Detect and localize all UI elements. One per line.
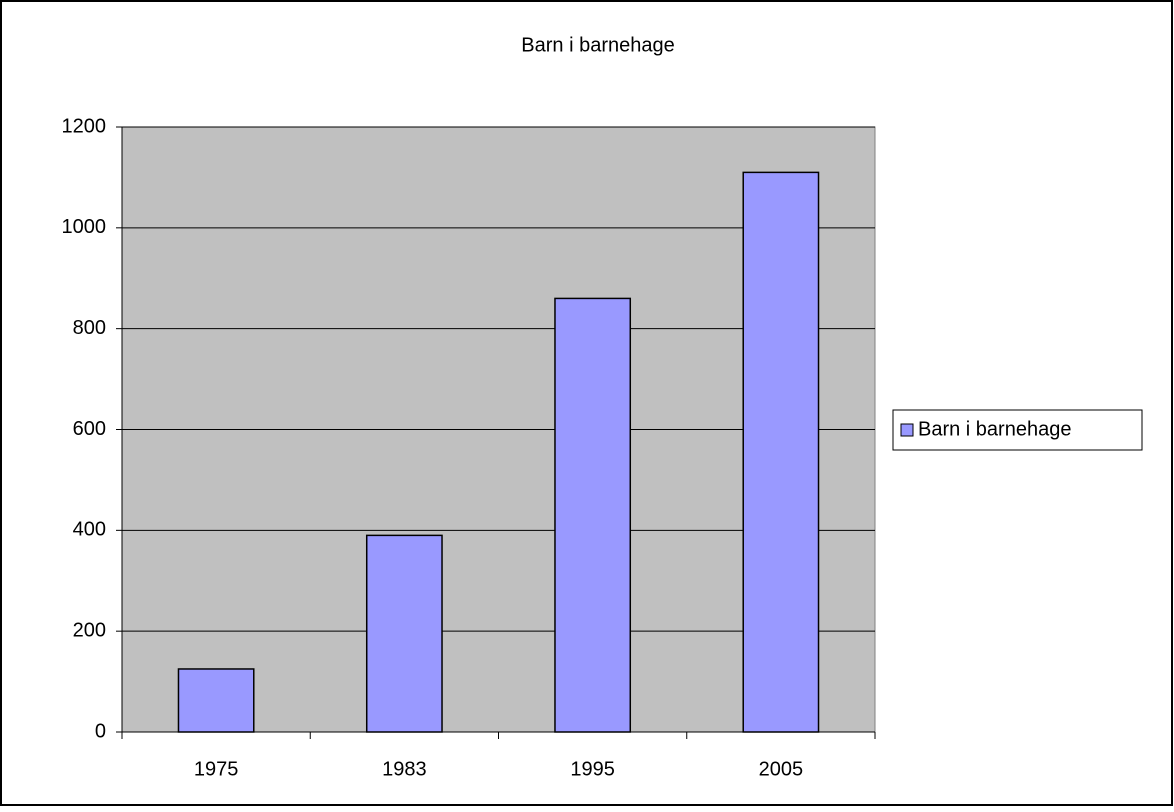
x-tick-label: 1975 xyxy=(194,758,239,780)
bar xyxy=(742,171,820,733)
y-tick-label: 200 xyxy=(73,619,106,641)
legend-box xyxy=(892,409,1143,451)
y-tick-label: 1000 xyxy=(62,216,107,238)
legend-label: Barn i barnehage xyxy=(918,418,1071,440)
x-tick-label: 1983 xyxy=(382,758,427,780)
x-tick-label: 2005 xyxy=(759,758,804,780)
y-tick-label: 600 xyxy=(73,418,106,440)
y-tick-label: 1200 xyxy=(62,115,107,137)
bar xyxy=(365,534,443,733)
legend-swatch xyxy=(900,423,914,437)
bar xyxy=(177,668,255,733)
chart-title: Barn i barnehage xyxy=(521,34,674,56)
x-tick-label: 1995 xyxy=(570,758,615,780)
bar xyxy=(554,297,632,733)
y-tick-label: 800 xyxy=(73,317,106,339)
y-tick-label: 400 xyxy=(73,519,106,541)
y-tick-label: 0 xyxy=(95,720,106,742)
